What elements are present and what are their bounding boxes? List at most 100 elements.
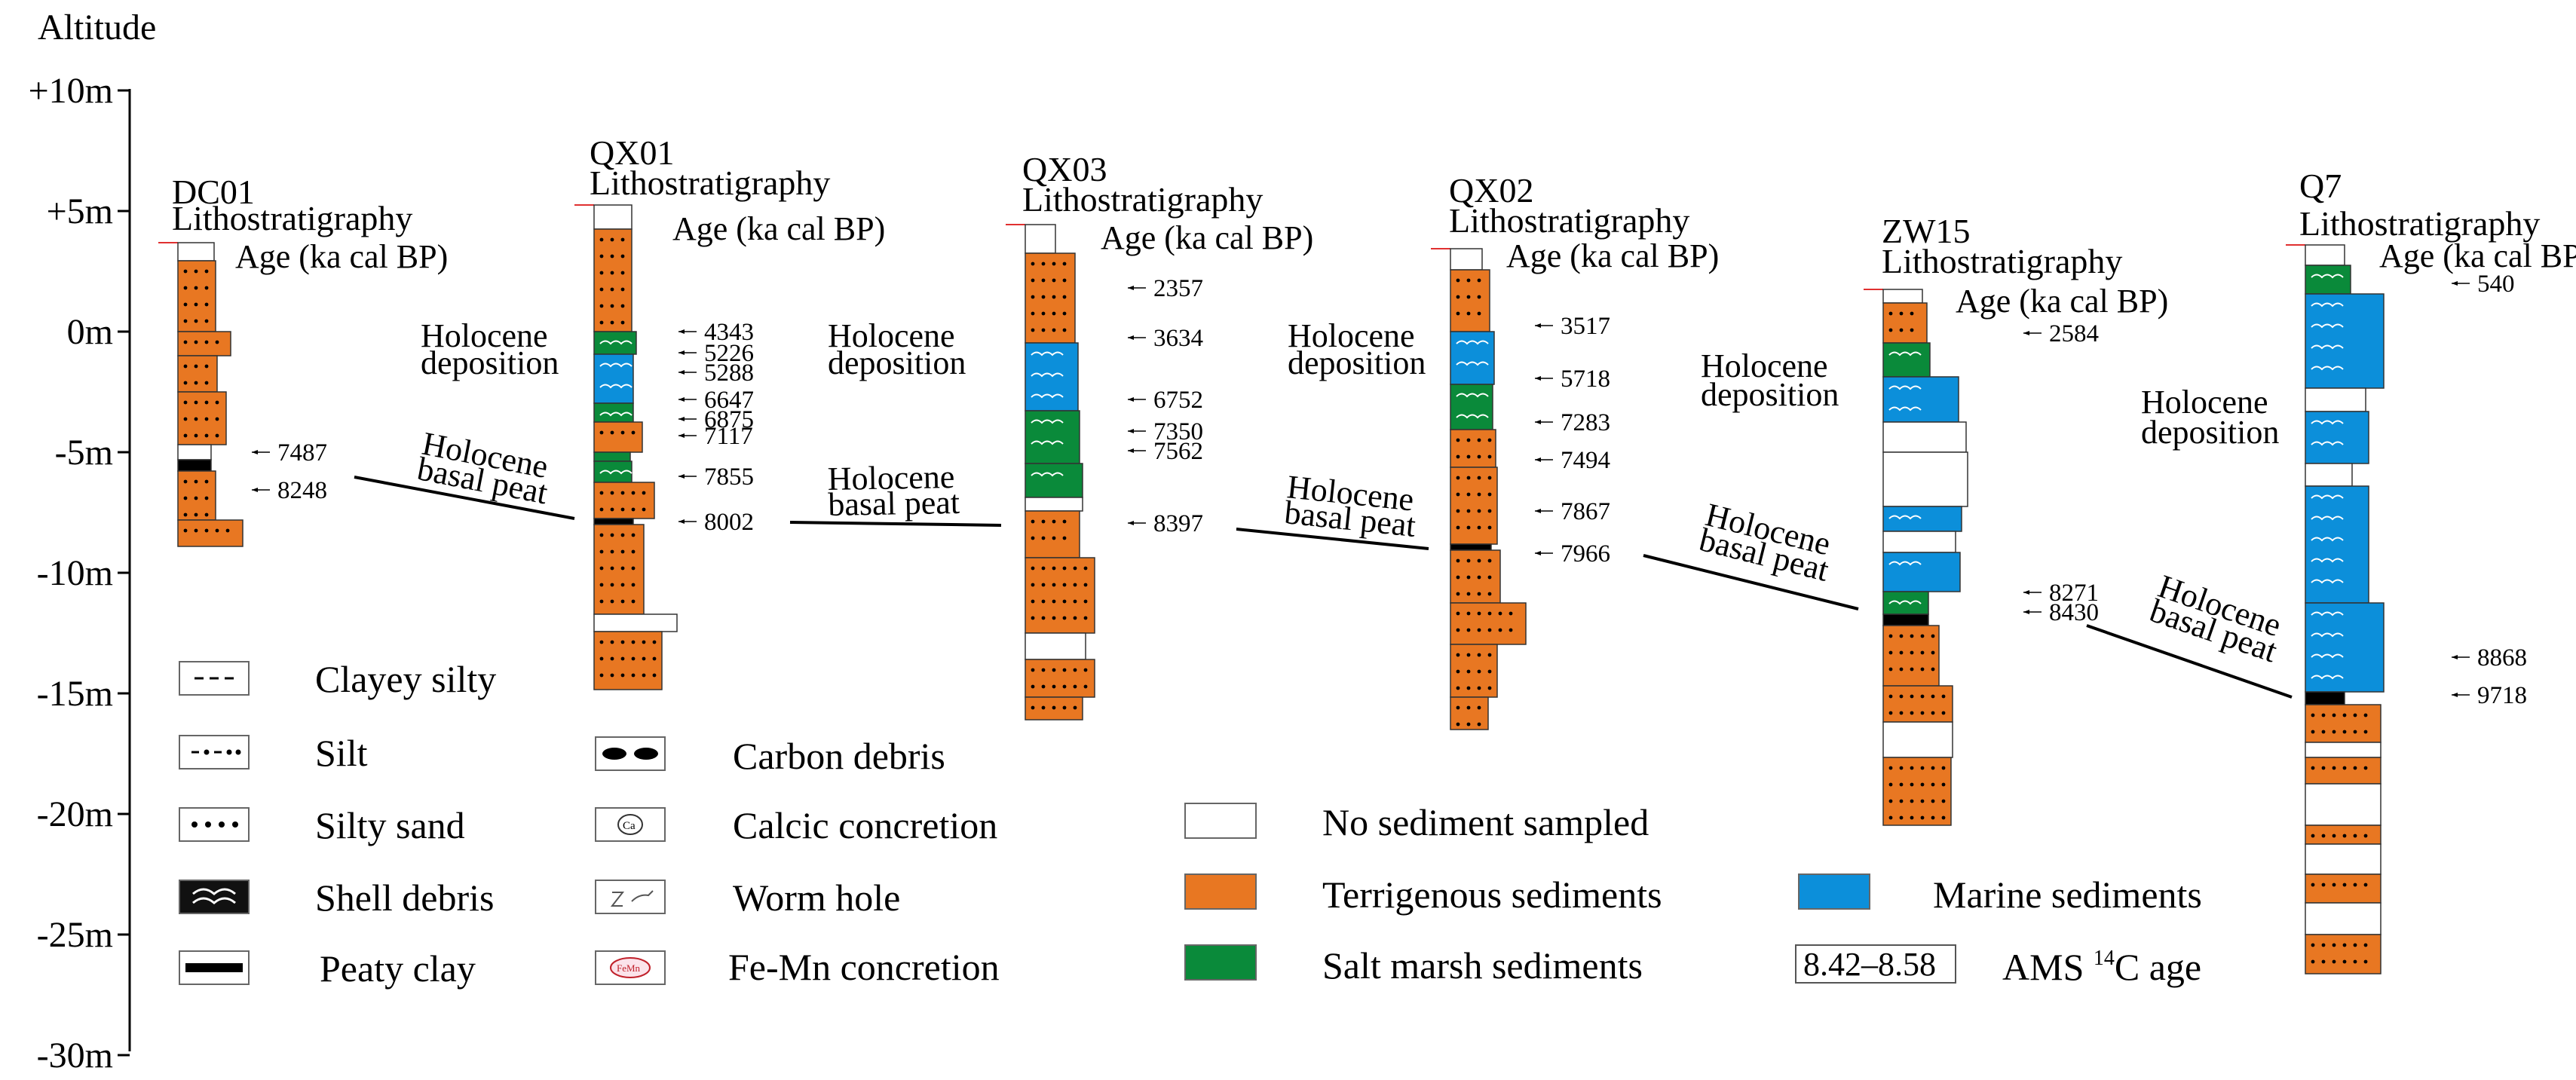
core-subtitle: Lithostratigraphy: [1882, 242, 2122, 280]
sand-dot: [215, 417, 219, 421]
sand-dot: [620, 566, 625, 571]
legend-label: Terrigenous sediments: [1322, 873, 1662, 916]
axis-tick-label: +5m: [47, 191, 113, 231]
age-label: 7487: [277, 439, 327, 467]
legend-swatch: [179, 880, 250, 914]
sand-dot: [1888, 650, 1893, 655]
sand-dot: [1052, 311, 1056, 316]
legend-item-shell-debris: Shell debris: [179, 877, 494, 919]
arrow-head: [678, 474, 685, 479]
age-marker: 7487: [252, 439, 327, 467]
shell-symbol: [1456, 361, 1489, 366]
age-marker: 7283: [1535, 409, 1610, 436]
legend-item-clayey-silty: Clayey silty: [179, 658, 496, 700]
sand-dot: [1062, 328, 1067, 332]
sediment-layer: [593, 228, 633, 332]
sand-dot: [1466, 722, 1471, 727]
arrow-head: [678, 417, 685, 421]
shell-symbol: [2311, 675, 2344, 680]
sand-dot: [599, 254, 604, 259]
sand-dot: [631, 673, 636, 678]
sand-dot: [1456, 686, 1460, 690]
sand-dot: [2353, 943, 2357, 947]
sand-dot: [620, 640, 625, 644]
sand-dot: [2353, 834, 2357, 838]
shell-symbol: [2311, 653, 2344, 659]
sand-dot: [1910, 694, 1914, 699]
arrow-head: [678, 370, 685, 375]
sand-dot: [599, 507, 604, 512]
legend-swatch: [179, 807, 250, 842]
sand-dot: [642, 640, 646, 644]
sand-dot: [620, 491, 625, 495]
sand-dot: [1466, 575, 1471, 580]
sand-dot: [2342, 730, 2347, 734]
sand-dot: [2321, 730, 2326, 734]
shell-symbol: [599, 412, 633, 417]
sand-dot: [1888, 766, 1893, 770]
sand-dot: [1456, 509, 1460, 513]
sand-dot: [1073, 684, 1077, 689]
sand-dot: [183, 496, 188, 500]
sediment-layer: [177, 242, 215, 262]
axis-tick-label: +10m: [29, 71, 113, 111]
sand-dot: [631, 599, 636, 604]
core-headers: DC01 Lithostratigraphy Age (ka cal BP) Q…: [172, 133, 2576, 451]
sand-dot: [1487, 686, 1492, 690]
sand-dot: [1888, 667, 1893, 672]
core-subtitle: Lithostratigraphy: [172, 199, 412, 237]
sand-dot: [2342, 959, 2347, 964]
sand-dot: [1041, 566, 1046, 571]
sand-dot: [2321, 959, 2326, 964]
sand-dot: [1910, 328, 1914, 332]
holocene-label-line1: Holocene: [421, 317, 548, 354]
sand-dot: [2363, 834, 2368, 838]
sand-dot: [1041, 278, 1046, 283]
age-label: 6875: [704, 406, 754, 433]
sediment-layer: [177, 459, 212, 472]
sand-dot: [2332, 730, 2336, 734]
sediment-layer: [1025, 463, 1083, 498]
sand-dot: [1487, 438, 1492, 442]
sand-dot: [1941, 815, 1946, 820]
sand-dot: [610, 583, 614, 587]
legend-item-carbon-debris: Carbon debris: [595, 735, 945, 777]
age-marker: 7855: [678, 464, 754, 491]
sand-dot: [1456, 653, 1460, 657]
sediment-layer: [593, 613, 678, 632]
age-label: 7855: [704, 464, 754, 491]
sediment-layer: [593, 518, 634, 525]
age-marker: 7117: [678, 423, 753, 450]
sediment-layer: [1025, 557, 1095, 634]
sand-dot: [1466, 454, 1471, 459]
sand-dot: [1941, 766, 1946, 770]
sand-dot: [610, 320, 614, 325]
sand-dot: [1888, 815, 1893, 820]
sediment-layer: [1025, 342, 1079, 412]
sand-dot: [1041, 705, 1046, 710]
sand-dot: [183, 479, 188, 484]
sediment-layer: [2305, 411, 2369, 464]
sand-dot: [1910, 634, 1914, 638]
sand-dot: [1487, 611, 1492, 616]
sand-dot: [610, 271, 614, 275]
sand-dot: [1899, 799, 1904, 803]
sand-dot: [620, 549, 625, 554]
age-header: Age (ka cal BP): [672, 210, 885, 247]
sand-dot: [1920, 694, 1925, 699]
sand-dot: [1062, 616, 1067, 620]
age-marker: 8868: [2452, 644, 2527, 672]
age-label: 8271: [2049, 580, 2099, 607]
sand-dot: [1477, 669, 1481, 674]
sand-dot: [2311, 883, 2315, 887]
sand-dot: [1477, 295, 1481, 299]
sand-dot: [2321, 834, 2326, 838]
sand-dot: [215, 340, 219, 344]
sediment-layer: [593, 204, 633, 230]
sand-dot: [2332, 959, 2336, 964]
sand-dot: [1031, 705, 1035, 710]
sand-dot: [1477, 438, 1481, 442]
axis-ticks: +10m +5m 0m -5m -10m -15m -20m -25m -30m: [29, 71, 130, 1075]
sand-dot: [620, 507, 625, 512]
sand-dot: [1031, 295, 1035, 299]
